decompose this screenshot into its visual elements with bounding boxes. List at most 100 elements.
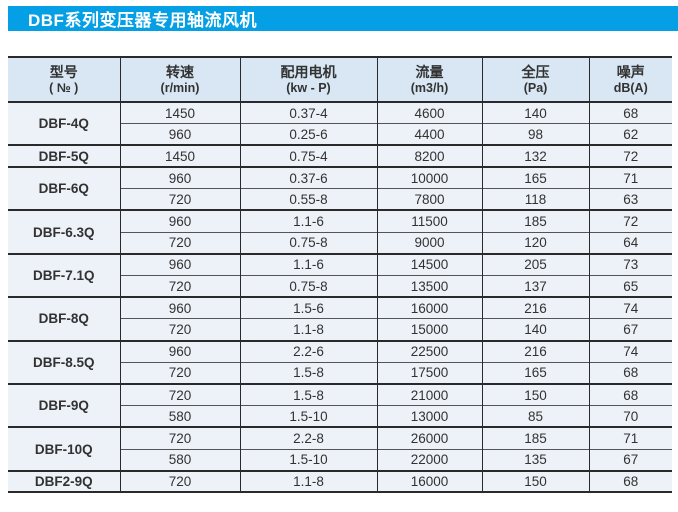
pressure-cell: 165 — [481, 166, 589, 189]
col-header-flow: 流量 (m3/h) — [376, 57, 482, 103]
rpm-cell: 720 — [119, 188, 240, 211]
flow-cell: 16000 — [376, 469, 482, 493]
rpm-cell: 960 — [119, 252, 240, 276]
fan-spec-table: 型号( № ) 转速 (r/min) 配用电机 (kw - P) 流量 (m3/h) 全压 (P… — [8, 56, 672, 494]
noise-cell: 73 — [588, 252, 672, 276]
flow-cell: 7800 — [376, 188, 482, 211]
motor-cell: 2.2-6 — [239, 339, 377, 363]
pressure-cell: 137 — [481, 275, 589, 298]
noise-cell: 68 — [588, 361, 672, 384]
col-header-label: 全压 — [521, 63, 550, 80]
motor-cell: 1.5-10 — [239, 448, 377, 471]
col-header-label: 配用电机 — [280, 63, 337, 80]
table-header: 型号( № ) 转速 (r/min) 配用电机 (kw - P) 流量 (m3/h) 全压 (P… — [8, 57, 672, 103]
table-row: 580 1.5-10 22000 135 67 — [8, 448, 672, 471]
rpm-cell: 960 — [119, 209, 240, 233]
table-body: DBF-4Q 1450 0.37-4 4600 140 68 960 0.25-6 4400 98… — [8, 100, 672, 493]
rpm-cell: 960 — [119, 339, 240, 363]
model-cell: DBF-6Q — [8, 166, 120, 211]
header-row: 型号( № ) 转速 (r/min) 配用电机 (kw - P) 流量 (m3/h) 全压 (P… — [8, 57, 672, 103]
col-header-label: 流量 — [415, 63, 444, 80]
col-header-motor: 配用电机 (kw - P) — [239, 57, 377, 103]
rpm-cell: 960 — [119, 296, 240, 319]
flow-cell: 10000 — [376, 166, 482, 189]
motor-cell: 1.1-6 — [239, 209, 377, 233]
flow-cell: 14500 — [376, 252, 482, 276]
table-row: 960 0.25-6 4400 98 62 — [8, 123, 672, 146]
table-row: 720 0.75-8 9000 120 64 — [8, 231, 672, 254]
col-header-unit: (m3/h) — [410, 80, 449, 95]
rpm-cell: 960 — [119, 123, 240, 146]
pressure-cell: 135 — [481, 448, 589, 471]
pressure-cell: 185 — [481, 209, 589, 233]
model-cell: DBF-9Q — [8, 382, 120, 428]
pressure-cell: 150 — [481, 382, 589, 406]
table-row: DBF-9Q 720 1.5-8 21000 150 68 — [8, 382, 672, 428]
motor-cell: 0.55-8 — [239, 188, 377, 211]
noise-cell: 72 — [588, 209, 672, 233]
pressure-cell: 120 — [481, 231, 589, 254]
rpm-cell: 720 — [119, 318, 240, 341]
motor-cell: 0.75-4 — [239, 144, 377, 168]
motor-cell: 2.2-8 — [239, 426, 377, 449]
rpm-cell: 960 — [119, 166, 240, 189]
col-header-unit: dB(A) — [613, 80, 648, 95]
title-bar: DBF系列变压器专用轴流风机 — [8, 6, 678, 31]
rpm-cell: 580 — [119, 448, 240, 471]
table-row: 720 1.1-8 15000 140 67 — [8, 318, 672, 341]
noise-cell: 74 — [588, 296, 672, 319]
noise-cell: 68 — [588, 101, 672, 124]
noise-cell: 63 — [588, 188, 672, 211]
col-header-rpm: 转速 (r/min) — [119, 57, 240, 103]
rpm-cell: 720 — [119, 469, 240, 493]
noise-cell: 68 — [588, 469, 672, 493]
flow-cell: 15000 — [376, 318, 482, 341]
col-header-unit: ( № ) — [49, 80, 79, 95]
col-header-noise: 噪声 dB(A) — [588, 57, 672, 103]
rpm-cell: 1450 — [119, 101, 240, 124]
flow-cell: 13500 — [376, 275, 482, 298]
table-row: DBF-7.1Q 960 1.1-6 14500 205 73 — [8, 252, 672, 298]
rpm-cell: 580 — [119, 405, 240, 428]
noise-cell: 74 — [588, 339, 672, 363]
pressure-cell: 150 — [481, 469, 589, 493]
noise-cell: 71 — [588, 166, 672, 189]
table-row: 720 0.55-8 7800 118 63 — [8, 188, 672, 211]
model-cell: DBF-6.3Q — [8, 209, 120, 254]
col-header-label: 转速 — [166, 63, 194, 80]
rpm-cell: 720 — [119, 275, 240, 298]
col-header-label: 型号 — [49, 63, 78, 80]
motor-cell: 0.75-8 — [239, 275, 377, 298]
page-title: DBF系列变压器专用轴流风机 — [28, 11, 257, 30]
motor-cell: 1.1-8 — [239, 469, 377, 493]
motor-cell: 1.5-8 — [239, 361, 377, 384]
noise-cell: 64 — [588, 231, 672, 254]
flow-cell: 22500 — [376, 339, 482, 363]
table-row: DBF-8.5Q 960 2.2-6 22500 216 74 — [8, 339, 672, 384]
table-row: DBF-5Q 1450 0.75-4 8200 132 72 — [8, 144, 672, 168]
col-header-unit: (r/min) — [160, 80, 200, 95]
motor-cell: 1.1-6 — [239, 252, 377, 276]
col-header-model: 型号( № ) — [8, 57, 120, 103]
rpm-cell: 720 — [119, 382, 240, 406]
model-cell: DBF2-9Q — [8, 469, 120, 493]
col-header-unit: (Pa) — [523, 80, 548, 95]
motor-cell: 0.37-4 — [239, 101, 377, 124]
pressure-cell: 98 — [481, 123, 589, 146]
noise-cell: 62 — [588, 123, 672, 146]
motor-cell: 1.5-10 — [239, 405, 377, 428]
noise-cell: 71 — [588, 426, 672, 449]
noise-cell: 70 — [588, 405, 672, 428]
flow-cell: 8200 — [376, 144, 482, 168]
noise-cell: 65 — [588, 275, 672, 298]
table-row: DBF-6.3Q 960 1.1-6 11500 185 72 — [8, 209, 672, 254]
flow-cell: 17500 — [376, 361, 482, 384]
pressure-cell: 205 — [481, 252, 589, 276]
flow-cell: 13000 — [376, 405, 482, 428]
table-row: 720 1.5-8 17500 165 68 — [8, 361, 672, 384]
noise-cell: 67 — [588, 448, 672, 471]
pressure-cell: 185 — [481, 426, 589, 449]
table-row: DBF2-9Q 720 1.1-8 16000 150 68 — [8, 469, 672, 493]
table-row: DBF-4Q 1450 0.37-4 4600 140 68 — [8, 100, 672, 146]
